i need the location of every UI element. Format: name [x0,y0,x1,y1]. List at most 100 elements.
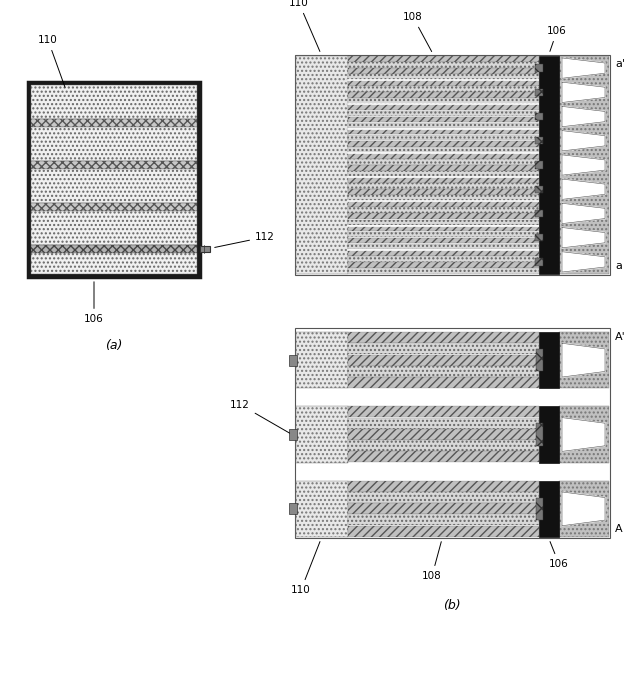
Bar [559,406,609,463]
Bar [536,349,543,371]
Bar [289,429,297,440]
Polygon shape [562,203,605,224]
Bar [348,343,539,354]
Bar [289,503,297,514]
Bar [535,258,543,265]
Polygon shape [562,155,605,175]
Text: 112: 112 [215,232,275,247]
Polygon shape [562,227,605,248]
Bar [348,202,539,207]
Bar [348,220,539,225]
Bar [348,406,539,417]
Bar [348,74,539,80]
Bar [348,116,539,122]
Bar [296,406,348,463]
Bar [535,89,543,96]
Bar [348,268,539,274]
Bar [348,171,539,177]
Bar [348,141,539,146]
Bar [348,56,539,62]
Bar [348,177,539,183]
Text: A: A [615,524,623,534]
Bar [348,147,539,152]
Bar [348,262,539,267]
Bar [348,526,539,536]
Bar [295,55,610,275]
Bar [348,134,539,141]
Polygon shape [562,107,605,127]
Bar [348,377,539,388]
Bar [31,253,197,274]
Bar [348,451,539,462]
Bar [539,332,559,388]
Bar [348,503,539,514]
Polygon shape [562,58,605,78]
Bar [535,137,543,144]
Bar [348,183,539,189]
Bar [559,332,609,388]
Bar [348,225,539,231]
Bar [348,231,539,238]
Bar [31,203,197,211]
Text: 110: 110 [289,0,320,51]
Bar [348,165,539,170]
Bar [535,64,543,72]
Bar [536,423,543,446]
Bar [348,159,539,165]
Text: 108: 108 [403,12,432,51]
Bar [348,440,539,451]
Polygon shape [562,343,605,377]
Bar [348,110,539,116]
Bar [31,119,197,127]
Bar [535,113,543,120]
Bar [348,195,539,201]
Text: 112: 112 [230,399,289,433]
Bar [348,213,539,219]
Bar [348,514,539,525]
Polygon shape [562,130,605,151]
Text: 110: 110 [38,35,65,87]
Bar [559,481,609,537]
Bar [348,86,539,92]
Bar [31,85,197,119]
Bar [348,68,539,74]
Bar [31,211,197,245]
Polygon shape [562,492,605,526]
Bar [348,92,539,98]
Bar [535,161,543,168]
Bar [539,406,559,463]
Bar [559,56,609,274]
Bar [348,244,539,249]
Bar [348,418,539,428]
Text: A': A' [615,332,626,342]
Bar [535,186,543,193]
Bar [296,56,348,274]
Bar [200,246,210,252]
Bar [539,481,559,537]
Bar [535,234,543,241]
Bar [348,481,539,491]
Bar [536,498,543,520]
Bar [348,332,539,343]
Bar [348,153,539,159]
Bar [348,62,539,68]
Bar [348,249,539,256]
Bar [296,481,348,537]
Bar [348,189,539,195]
Bar [289,355,297,366]
Bar [28,82,200,277]
Bar [539,56,559,274]
Text: a': a' [615,59,625,69]
Bar [535,210,543,217]
Text: 106: 106 [547,26,567,51]
Bar [348,366,539,377]
Bar [295,328,610,538]
Bar [296,332,348,388]
Polygon shape [562,418,605,451]
Text: 106: 106 [84,282,104,324]
Text: 108: 108 [422,542,442,581]
Text: 106: 106 [549,541,569,569]
Bar [348,492,539,503]
Bar [348,123,539,128]
Polygon shape [562,179,605,200]
